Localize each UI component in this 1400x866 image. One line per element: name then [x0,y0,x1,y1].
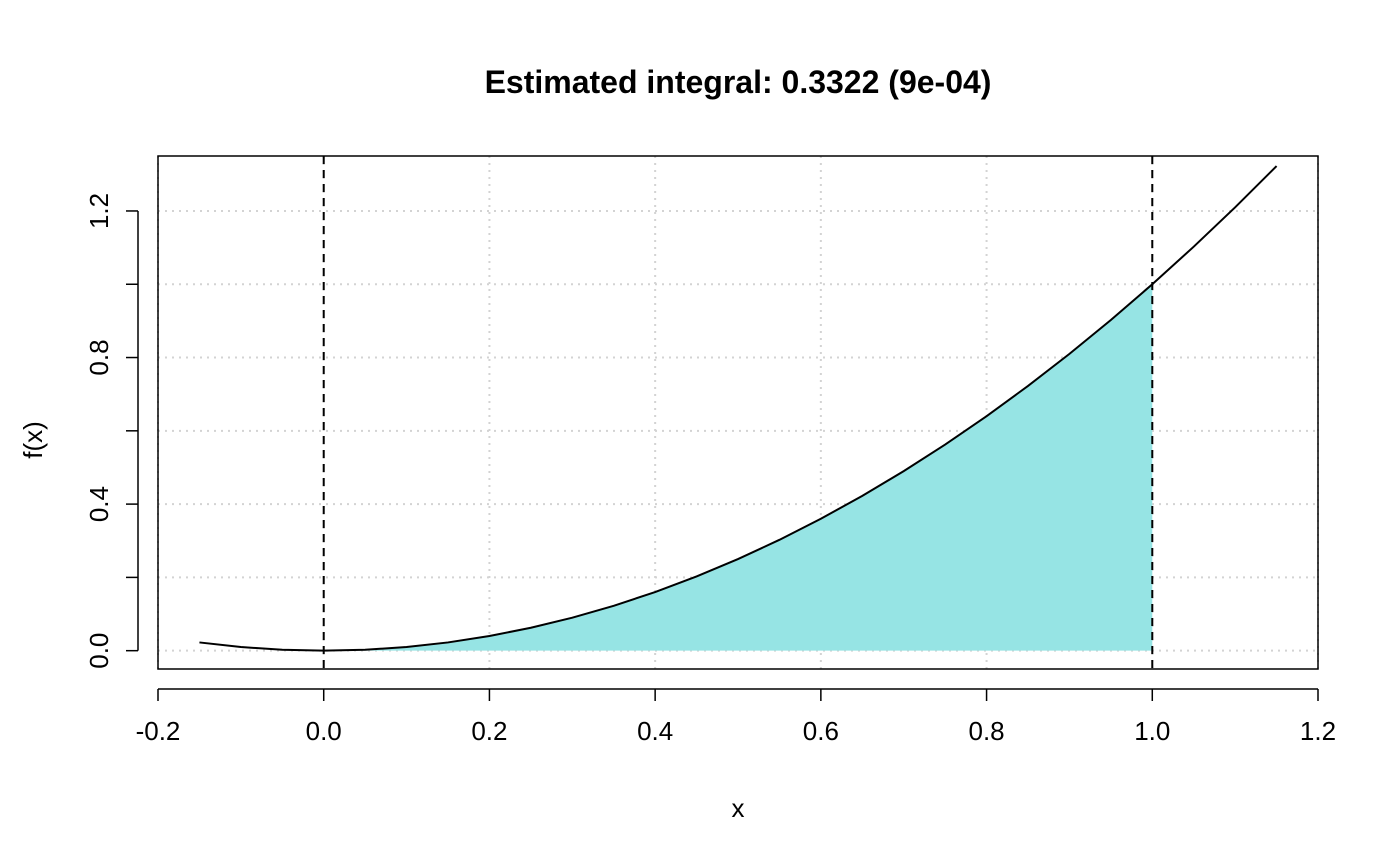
x-tick-label: 0.8 [968,716,1004,746]
y-axis: 0.0 0.4 0.8 1.2 [84,193,139,669]
curve-line [199,165,1278,652]
curve-layer [199,165,1278,652]
shaded-region [323,284,1153,651]
x-tick-label: 0.2 [471,716,507,746]
x-tick-label: 0.4 [637,716,673,746]
x-tick-label: 0.6 [803,716,839,746]
x-tick-label: -0.2 [136,716,181,746]
x-axis-label: x [732,793,745,823]
y-tick-label: 0.4 [84,486,114,522]
y-tick-label: 1.2 [84,193,114,229]
y-axis-label: f(x) [18,421,48,459]
area-fill [323,284,1153,651]
x-tick-label: 1.0 [1134,716,1170,746]
plot-frame [157,155,1319,670]
bound-lines [322,156,1154,669]
y-tick-label: 0.0 [84,633,114,669]
x-tick-label: 0.0 [306,716,342,746]
x-axis: -0.2 0.0 0.2 0.4 0.6 0.8 1.0 1.2 [136,688,1336,746]
y-tick-label: 0.8 [84,339,114,375]
x-tick-label: 1.2 [1300,716,1336,746]
chart-title: Estimated integral: 0.3322 (9e-04) [485,64,992,100]
